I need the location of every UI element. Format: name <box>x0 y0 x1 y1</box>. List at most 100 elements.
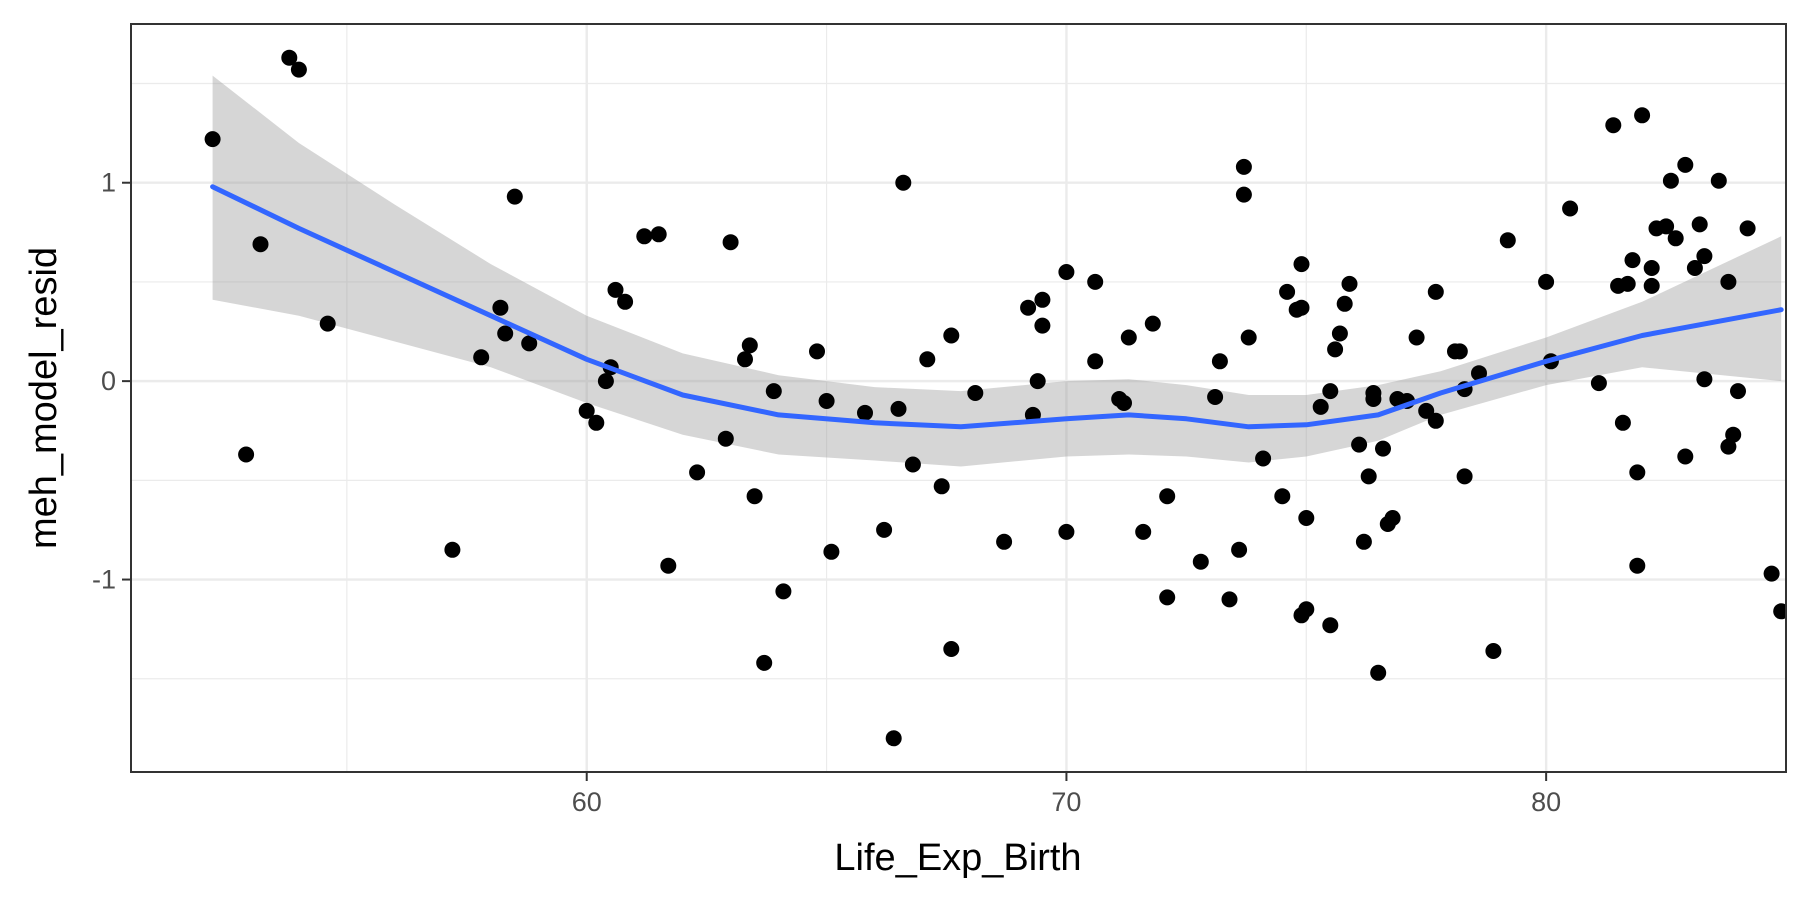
data-point <box>1773 603 1786 620</box>
data-point <box>578 402 595 419</box>
data-point <box>636 228 653 245</box>
data-point <box>1312 398 1329 415</box>
data-point <box>1298 510 1315 526</box>
data-point <box>1087 353 1104 370</box>
y-tick-label: 1 <box>101 168 116 198</box>
data-point <box>890 400 907 417</box>
x-axis: 60 70 80 <box>572 772 1561 817</box>
data-point <box>1365 385 1382 401</box>
x-tick-label: 80 <box>1531 787 1561 817</box>
data-point <box>1331 325 1348 342</box>
data-point <box>823 543 840 560</box>
data-point <box>1293 256 1310 273</box>
data-point <box>996 533 1013 550</box>
x-axis-title: Life_Exp_Birth <box>834 837 1081 879</box>
data-point <box>1384 510 1401 526</box>
data-point <box>1696 248 1713 265</box>
data-point <box>1144 315 1161 332</box>
data-point <box>717 430 734 447</box>
data-point <box>904 456 921 473</box>
data-point <box>1658 218 1675 235</box>
y-axis: -1 0 1 <box>92 168 131 595</box>
data-point <box>1418 402 1435 419</box>
data-point <box>1135 523 1152 540</box>
data-point <box>1298 601 1315 618</box>
data-point <box>1240 329 1257 346</box>
data-point <box>1605 117 1622 134</box>
data-point <box>1116 395 1132 411</box>
data-point <box>1763 565 1780 582</box>
data-point <box>1562 200 1579 217</box>
data-point <box>741 337 758 354</box>
data-point <box>895 174 912 191</box>
data-point <box>492 299 509 316</box>
data-point <box>1739 220 1756 237</box>
data-point <box>1643 260 1660 276</box>
data-point <box>650 226 667 243</box>
data-point <box>1058 264 1075 280</box>
data-point <box>1686 260 1703 276</box>
data-point <box>1211 353 1228 370</box>
y-tick-label: -1 <box>92 565 116 595</box>
data-point <box>1677 448 1694 465</box>
data-point <box>1087 273 1104 290</box>
data-point <box>1710 172 1727 189</box>
data-point <box>943 641 960 657</box>
data-point <box>1274 488 1291 505</box>
data-point <box>1629 464 1646 481</box>
data-point <box>1192 553 1209 570</box>
data-point <box>1614 414 1631 431</box>
data-point <box>1355 533 1372 550</box>
data-point <box>1451 343 1468 360</box>
data-point <box>319 315 336 332</box>
data-point <box>1634 107 1651 124</box>
data-point <box>809 343 825 360</box>
data-point <box>1293 299 1310 316</box>
data-point <box>1360 468 1377 485</box>
data-point <box>1322 617 1339 634</box>
y-axis-title: meh_model_resid <box>23 247 65 549</box>
data-point <box>1279 283 1296 300</box>
data-point <box>204 131 221 148</box>
data-point <box>943 327 960 344</box>
data-point <box>1696 371 1713 388</box>
data-point <box>1341 275 1358 292</box>
data-point <box>660 557 677 574</box>
data-points <box>204 49 1786 747</box>
data-point <box>1643 277 1660 294</box>
data-point <box>1034 291 1051 308</box>
data-point <box>588 414 605 431</box>
smooth-line <box>210 184 1784 430</box>
major-gridlines <box>131 24 1786 772</box>
data-point <box>1336 295 1353 312</box>
data-point <box>1255 450 1272 467</box>
data-point <box>1327 341 1344 358</box>
plot-border <box>130 23 1787 773</box>
data-point <box>1691 216 1708 233</box>
data-point <box>1020 299 1037 316</box>
data-point <box>238 446 255 463</box>
data-point <box>521 335 538 352</box>
data-point <box>1538 273 1555 290</box>
data-point <box>933 478 950 495</box>
data-point <box>919 351 936 368</box>
data-point <box>1207 389 1224 405</box>
data-point <box>722 234 739 251</box>
data-point <box>1499 232 1516 249</box>
data-point <box>1120 329 1137 346</box>
data-point <box>1667 230 1684 247</box>
x-tick-label: 60 <box>572 787 602 817</box>
data-point <box>1720 273 1737 290</box>
data-point <box>290 61 307 78</box>
data-point <box>1322 383 1339 400</box>
data-point <box>1485 643 1502 659</box>
data-point <box>1034 317 1051 334</box>
data-point <box>1159 488 1176 505</box>
data-point <box>765 383 782 400</box>
data-point <box>737 351 753 368</box>
data-point <box>252 236 269 253</box>
data-point <box>818 393 835 409</box>
data-point <box>1159 589 1176 606</box>
data-point <box>1456 468 1473 485</box>
